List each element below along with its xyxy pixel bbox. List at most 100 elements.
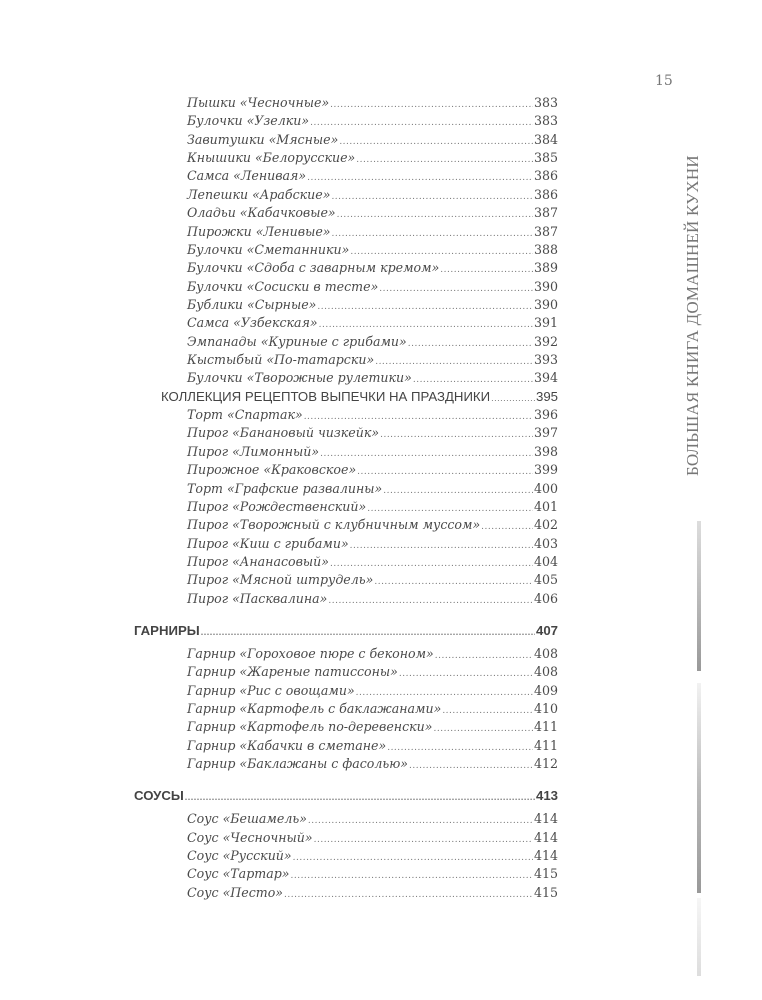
toc-entry-page: 414 xyxy=(533,848,558,864)
dot-leader xyxy=(339,133,533,151)
toc-entry-page: 401 xyxy=(533,498,558,514)
decorative-bar xyxy=(697,683,701,893)
toc-subsection[interactable]: КОЛЛЕКЦИЯ РЕЦЕПТОВ ВЫПЕЧКИ НА ПРАЗДНИКИ 3… xyxy=(134,388,558,406)
toc-entry[interactable]: Гарнир «Картофель с баклажанами» 410 xyxy=(134,700,558,718)
toc-entry[interactable]: Пирог «Киш с грибами» 403 xyxy=(134,535,558,553)
toc-entry-title: Пирожки «Ленивые» xyxy=(187,223,331,239)
toc-entry[interactable]: Булочки «Сосиски в тесте» 390 xyxy=(134,278,558,296)
toc-section[interactable]: СОУСЫ 413 xyxy=(134,787,558,805)
toc-entry[interactable]: Пирог «Мясной штрудель» 405 xyxy=(134,571,558,589)
toc-entry-title: КОЛЛЕКЦИЯ РЕЦЕПТОВ ВЫПЕЧКИ НА ПРАЗДНИКИ xyxy=(161,388,491,404)
toc-entry[interactable]: Самса «Ленивая» 386 xyxy=(134,167,558,185)
toc-entry[interactable]: Соус «Русский» 414 xyxy=(134,847,558,865)
dot-leader xyxy=(284,886,533,904)
toc-entry[interactable]: Гарнир «Картофель по-деревенски» 411 xyxy=(134,718,558,736)
toc-entry-title: Булочки «Сдоба с заварным кремом» xyxy=(187,260,440,276)
toc-entry-title: Пирог «Пасквалина» xyxy=(187,590,328,606)
toc-entry[interactable]: Соус «Чесночный» 414 xyxy=(134,829,558,847)
toc-entry[interactable]: Кыстыбый «По-татарски» 393 xyxy=(134,351,558,369)
toc-entry[interactable]: Эмпанады «Куриные с грибами» 392 xyxy=(134,333,558,351)
toc-entry[interactable]: Гарнир «Жареные патиссоны» 408 xyxy=(134,663,558,681)
dot-leader xyxy=(387,739,533,757)
toc-entry-page: 399 xyxy=(533,462,558,478)
toc-entry[interactable]: Соус «Бешамель» 414 xyxy=(134,810,558,828)
toc-entry-page: 389 xyxy=(533,260,558,276)
dot-leader xyxy=(491,389,535,407)
toc-entry[interactable]: Булочки «Сдоба с заварным кремом» 389 xyxy=(134,259,558,277)
toc-entry-title: Торт «Спартак» xyxy=(187,407,303,423)
toc-entry[interactable]: Пирожное «Краковское» 399 xyxy=(134,461,558,479)
toc-entry-title: Лепешки «Арабские» xyxy=(187,186,331,202)
dot-leader xyxy=(331,188,533,206)
dot-leader xyxy=(293,849,533,867)
toc-entry[interactable]: Пирог «Ананасовый» 404 xyxy=(134,553,558,571)
decorative-bar xyxy=(697,898,701,976)
toc-entry[interactable]: Самса «Узбекская» 391 xyxy=(134,314,558,332)
toc-entry-title: Торт «Графские развалины» xyxy=(187,480,383,496)
toc-entry-title: Оладьи «Кабачковые» xyxy=(187,205,336,221)
dot-leader xyxy=(185,788,535,806)
toc-section[interactable]: ГАРНИРЫ 407 xyxy=(134,622,558,640)
toc-entry[interactable]: Булочки «Творожные рулетики» 394 xyxy=(134,369,558,387)
toc-entry-page: 415 xyxy=(533,884,558,900)
toc-entry[interactable]: Гарнир «Рис с овощами» 409 xyxy=(134,682,558,700)
toc-entry[interactable]: Кнышики «Белорусские» 385 xyxy=(134,149,558,167)
dot-leader xyxy=(409,757,533,775)
toc-entry[interactable]: Пирог «Пасквалина» 406 xyxy=(134,590,558,608)
dot-leader xyxy=(435,647,533,665)
dot-leader xyxy=(307,169,533,187)
toc-entry[interactable]: Пирог «Творожный с клубничным муссом» 402 xyxy=(134,516,558,534)
toc-entry-title: Гарнир «Гороховое пюре с беконом» xyxy=(187,645,434,661)
toc-entry-title: Эмпанады «Куриные с грибами» xyxy=(187,333,407,349)
toc-entry[interactable]: Пирог «Рождественский» 401 xyxy=(134,498,558,516)
toc-entry-title: Соус «Бешамель» xyxy=(187,811,307,827)
toc-entry-page: 409 xyxy=(533,682,558,698)
toc-entry-title: Завитушки «Мясные» xyxy=(187,131,339,147)
toc-entry-title: Соус «Песто» xyxy=(187,884,284,900)
toc-entry[interactable]: Пышки «Чесночные» 383 xyxy=(134,94,558,112)
toc-entry-title: Кыстыбый «По-татарски» xyxy=(187,352,375,368)
toc-entry[interactable]: Гарнир «Гороховое пюре с беконом» 408 xyxy=(134,645,558,663)
toc-entry-page: 386 xyxy=(533,168,558,184)
toc-entry[interactable]: Булочки «Узелки» 383 xyxy=(134,112,558,130)
toc-entry[interactable]: Соус «Песто» 415 xyxy=(134,884,558,902)
toc-entry-title: Самса «Ленивая» xyxy=(187,168,307,184)
toc-entry[interactable]: Оладьи «Кабачковые» 387 xyxy=(134,204,558,222)
toc-entry-page: 384 xyxy=(533,131,558,147)
table-of-contents: Пышки «Чесночные» 383 Булочки «Узелки» 383 З… xyxy=(134,94,558,902)
dot-leader xyxy=(442,702,533,720)
toc-entry[interactable]: Гарнир «Кабачки в сметане» 411 xyxy=(134,737,558,755)
dot-leader xyxy=(201,623,535,641)
toc-entry-title: Гарнир «Баклажаны с фасолью» xyxy=(187,756,408,772)
toc-entry-title: Булочки «Сосиски в тесте» xyxy=(187,278,379,294)
toc-entry-page: 386 xyxy=(533,186,558,202)
toc-entry-page: 411 xyxy=(533,719,558,735)
toc-entry[interactable]: Бублики «Сырные» 390 xyxy=(134,296,558,314)
toc-entry[interactable]: Завитушки «Мясные» 384 xyxy=(134,131,558,149)
toc-entry-page: 383 xyxy=(533,113,558,129)
dot-leader xyxy=(290,867,532,885)
toc-entry[interactable]: Торт «Спартак» 396 xyxy=(134,406,558,424)
dot-leader xyxy=(310,114,533,132)
decorative-bar xyxy=(697,521,701,671)
toc-entry[interactable]: Лепешки «Арабские» 386 xyxy=(134,186,558,204)
toc-entry-page: 394 xyxy=(533,370,558,386)
toc-entry-page: 392 xyxy=(533,333,558,349)
toc-entry-title: ГАРНИРЫ xyxy=(134,623,200,639)
toc-entry-title: Пирог «Творожный с клубничным муссом» xyxy=(187,517,481,533)
toc-entry-page: 396 xyxy=(533,407,558,423)
toc-entry-title: СОУСЫ xyxy=(134,788,184,804)
toc-entry[interactable]: Соус «Тартар» 415 xyxy=(134,865,558,883)
toc-entry-title: Пирог «Лимонный» xyxy=(187,443,320,459)
toc-entry-page: 406 xyxy=(533,590,558,606)
toc-entry[interactable]: Торт «Графские развалины» 400 xyxy=(134,480,558,498)
toc-entry[interactable]: Гарнир «Баклажаны с фасолью» 412 xyxy=(134,755,558,773)
toc-entry-title: Гарнир «Жареные патиссоны» xyxy=(187,664,398,680)
toc-entry[interactable]: Пирожки «Ленивые» 387 xyxy=(134,223,558,241)
dot-leader xyxy=(330,96,533,114)
toc-entry[interactable]: Пирог «Лимонный» 398 xyxy=(134,443,558,461)
toc-entry-page: 408 xyxy=(533,664,558,680)
toc-entry[interactable]: Булочки «Сметанники» 388 xyxy=(134,241,558,259)
toc-entry-page: 402 xyxy=(533,517,558,533)
toc-entry[interactable]: Пирог «Банановый чизкейк» 397 xyxy=(134,424,558,442)
